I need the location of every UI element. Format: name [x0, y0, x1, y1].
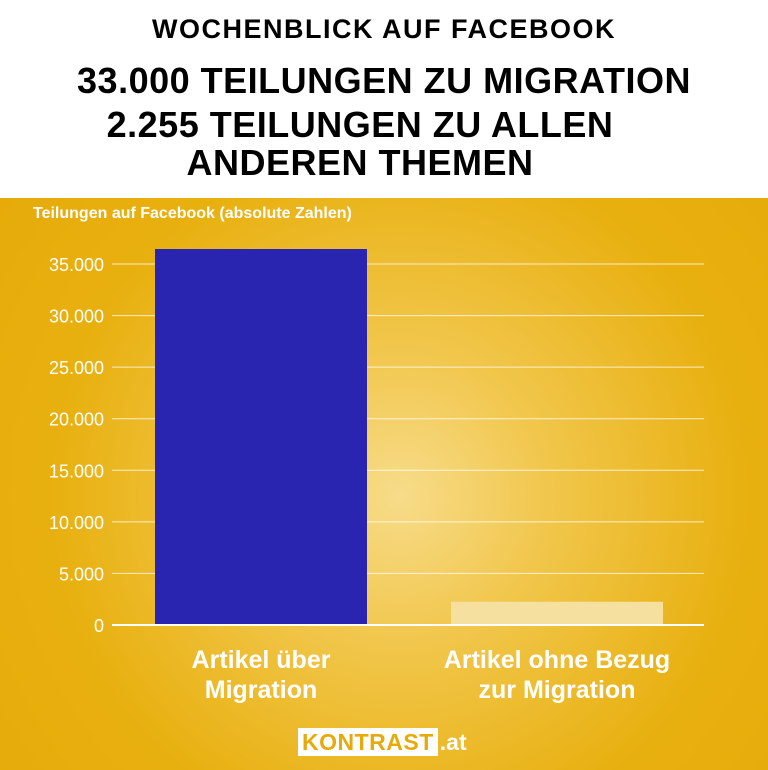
- y-tick-label: 0: [94, 616, 104, 636]
- x-tick-label: Artikel über: [192, 646, 331, 674]
- x-tick-label: Migration: [205, 676, 318, 704]
- x-tick-label: zur Migration: [479, 676, 636, 704]
- y-tick-label: 35.000: [49, 255, 104, 275]
- logo-wordmark: KONTRAST: [298, 728, 438, 756]
- y-tick-labels: 0 5.000 10.000 15.000 20.000 25.000 30.000 35.0…: [49, 255, 104, 636]
- y-tick-label: 15.000: [49, 461, 104, 481]
- logo-domain-suffix: .at: [439, 729, 467, 755]
- bar: [155, 249, 367, 625]
- y-tick-label: 20.000: [49, 410, 104, 430]
- headline-migration: 33.000 TEILUNGEN ZU MIGRATION: [77, 60, 691, 101]
- y-tick-label: 10.000: [49, 513, 104, 533]
- x-tick-label: Artikel ohne Bezug: [444, 646, 670, 674]
- y-tick-label: 25.000: [49, 358, 104, 378]
- chart-panel: [0, 198, 768, 770]
- header: WOCHENBLICK AUF FACEBOOK 33.000 TEILUNGE…: [0, 0, 768, 198]
- y-tick-label: 5.000: [59, 564, 104, 584]
- headline-other-topics: 2.255 TEILUNGEN ZU ALLEN ANDEREN THEMEN: [106, 104, 614, 183]
- y-axis-label: Teilungen auf Facebook (absolute Zahlen): [33, 205, 352, 222]
- bar: [451, 601, 663, 625]
- kicker-title: WOCHENBLICK AUF FACEBOOK: [152, 14, 616, 44]
- y-tick-label: 30.000: [49, 307, 104, 327]
- bars: [155, 249, 663, 625]
- kontrast-logo: KONTRAST .at: [298, 728, 467, 756]
